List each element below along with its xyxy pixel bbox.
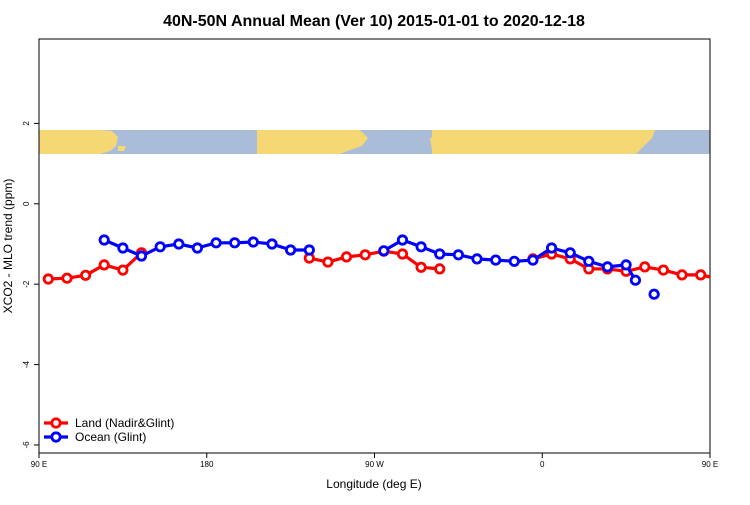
y-tick-label: -6 (22, 441, 31, 449)
data-point-land (415, 261, 427, 273)
data-point-land (359, 249, 371, 261)
data-point-land (639, 261, 651, 273)
series-ocean (98, 234, 660, 300)
data-point-land (695, 269, 707, 281)
data-point-ocean (117, 242, 129, 254)
y-tick-label: 2 (22, 121, 31, 126)
legend-marker-ocean (50, 431, 62, 443)
data-point-land (340, 251, 353, 263)
data-point-ocean (527, 254, 539, 266)
data-point-ocean (247, 236, 259, 248)
legend-label-land: Land (Nadir&Glint) (75, 416, 174, 430)
series-line-land (532, 252, 710, 279)
data-point-ocean (229, 237, 241, 249)
data-point-ocean (508, 255, 520, 267)
data-point-ocean (471, 253, 483, 265)
data-point-ocean (173, 238, 185, 250)
y-tick-label: -2 (22, 280, 31, 288)
data-point-ocean (266, 238, 278, 250)
data-point-ocean (303, 244, 315, 256)
data-point-ocean (284, 244, 297, 256)
x-tick-label: 90 E (31, 460, 47, 469)
data-point-land (42, 273, 54, 285)
y-axis-label: XCO2 - MLO trend (ppm) (1, 179, 15, 314)
x-tick-label: 90 W (365, 460, 384, 469)
series-line-ocean (103, 238, 310, 258)
data-point-ocean (378, 245, 390, 257)
x-tick-label: 0 (540, 460, 545, 469)
data-point-ocean (154, 241, 166, 253)
legend: Land (Nadir&Glint)Ocean (Glint) (44, 416, 174, 444)
data-point-ocean (601, 261, 614, 273)
data-point-land (657, 264, 670, 276)
legend-marker-land (50, 417, 62, 429)
data-point-ocean (415, 241, 427, 253)
chart-title: 40N-50N Annual Mean (Ver 10) 2015-01-01 … (163, 13, 585, 30)
data-point-land (98, 259, 110, 271)
data-point-ocean (452, 249, 464, 261)
data-point-ocean (191, 242, 203, 254)
y-tick-label: -4 (22, 360, 31, 368)
data-point-land (80, 269, 92, 281)
legend-label-ocean: Ocean (Glint) (75, 430, 146, 444)
data-point-ocean (434, 248, 446, 260)
x-tick-label: 90 E (702, 460, 718, 469)
x-tick-label: 180 (200, 460, 214, 469)
data-point-land (434, 263, 446, 275)
data-point-ocean (648, 288, 660, 300)
x-axis-label: Longitude (deg E) (326, 477, 421, 491)
data-point-ocean (583, 255, 595, 267)
data-point-ocean (210, 237, 222, 249)
data-point-ocean (490, 254, 502, 266)
data-point-ocean (564, 247, 576, 259)
data-point-ocean (98, 234, 110, 246)
data-point-land (676, 269, 688, 281)
axes: 90 E 180 90 W 0 90 E 2 0 -2 -4 -6 (22, 38, 718, 469)
data-point-ocean (396, 234, 409, 246)
y-tick-label: 0 (22, 201, 31, 206)
data-point-land (396, 248, 409, 260)
world-map-strip (39, 130, 710, 154)
data-point-land (61, 272, 73, 284)
data-point-ocean (545, 242, 558, 254)
data-point-land (715, 275, 723, 283)
data-point-land (117, 264, 129, 276)
data-point-ocean (629, 274, 642, 286)
map-land (39, 130, 655, 154)
series-line-land (48, 251, 143, 281)
data-point-land (734, 274, 742, 282)
series-layer (42, 234, 742, 300)
data-point-ocean (135, 250, 148, 262)
data-point-ocean (620, 259, 632, 271)
plot-frame (38, 38, 711, 454)
data-point-land (322, 256, 334, 268)
